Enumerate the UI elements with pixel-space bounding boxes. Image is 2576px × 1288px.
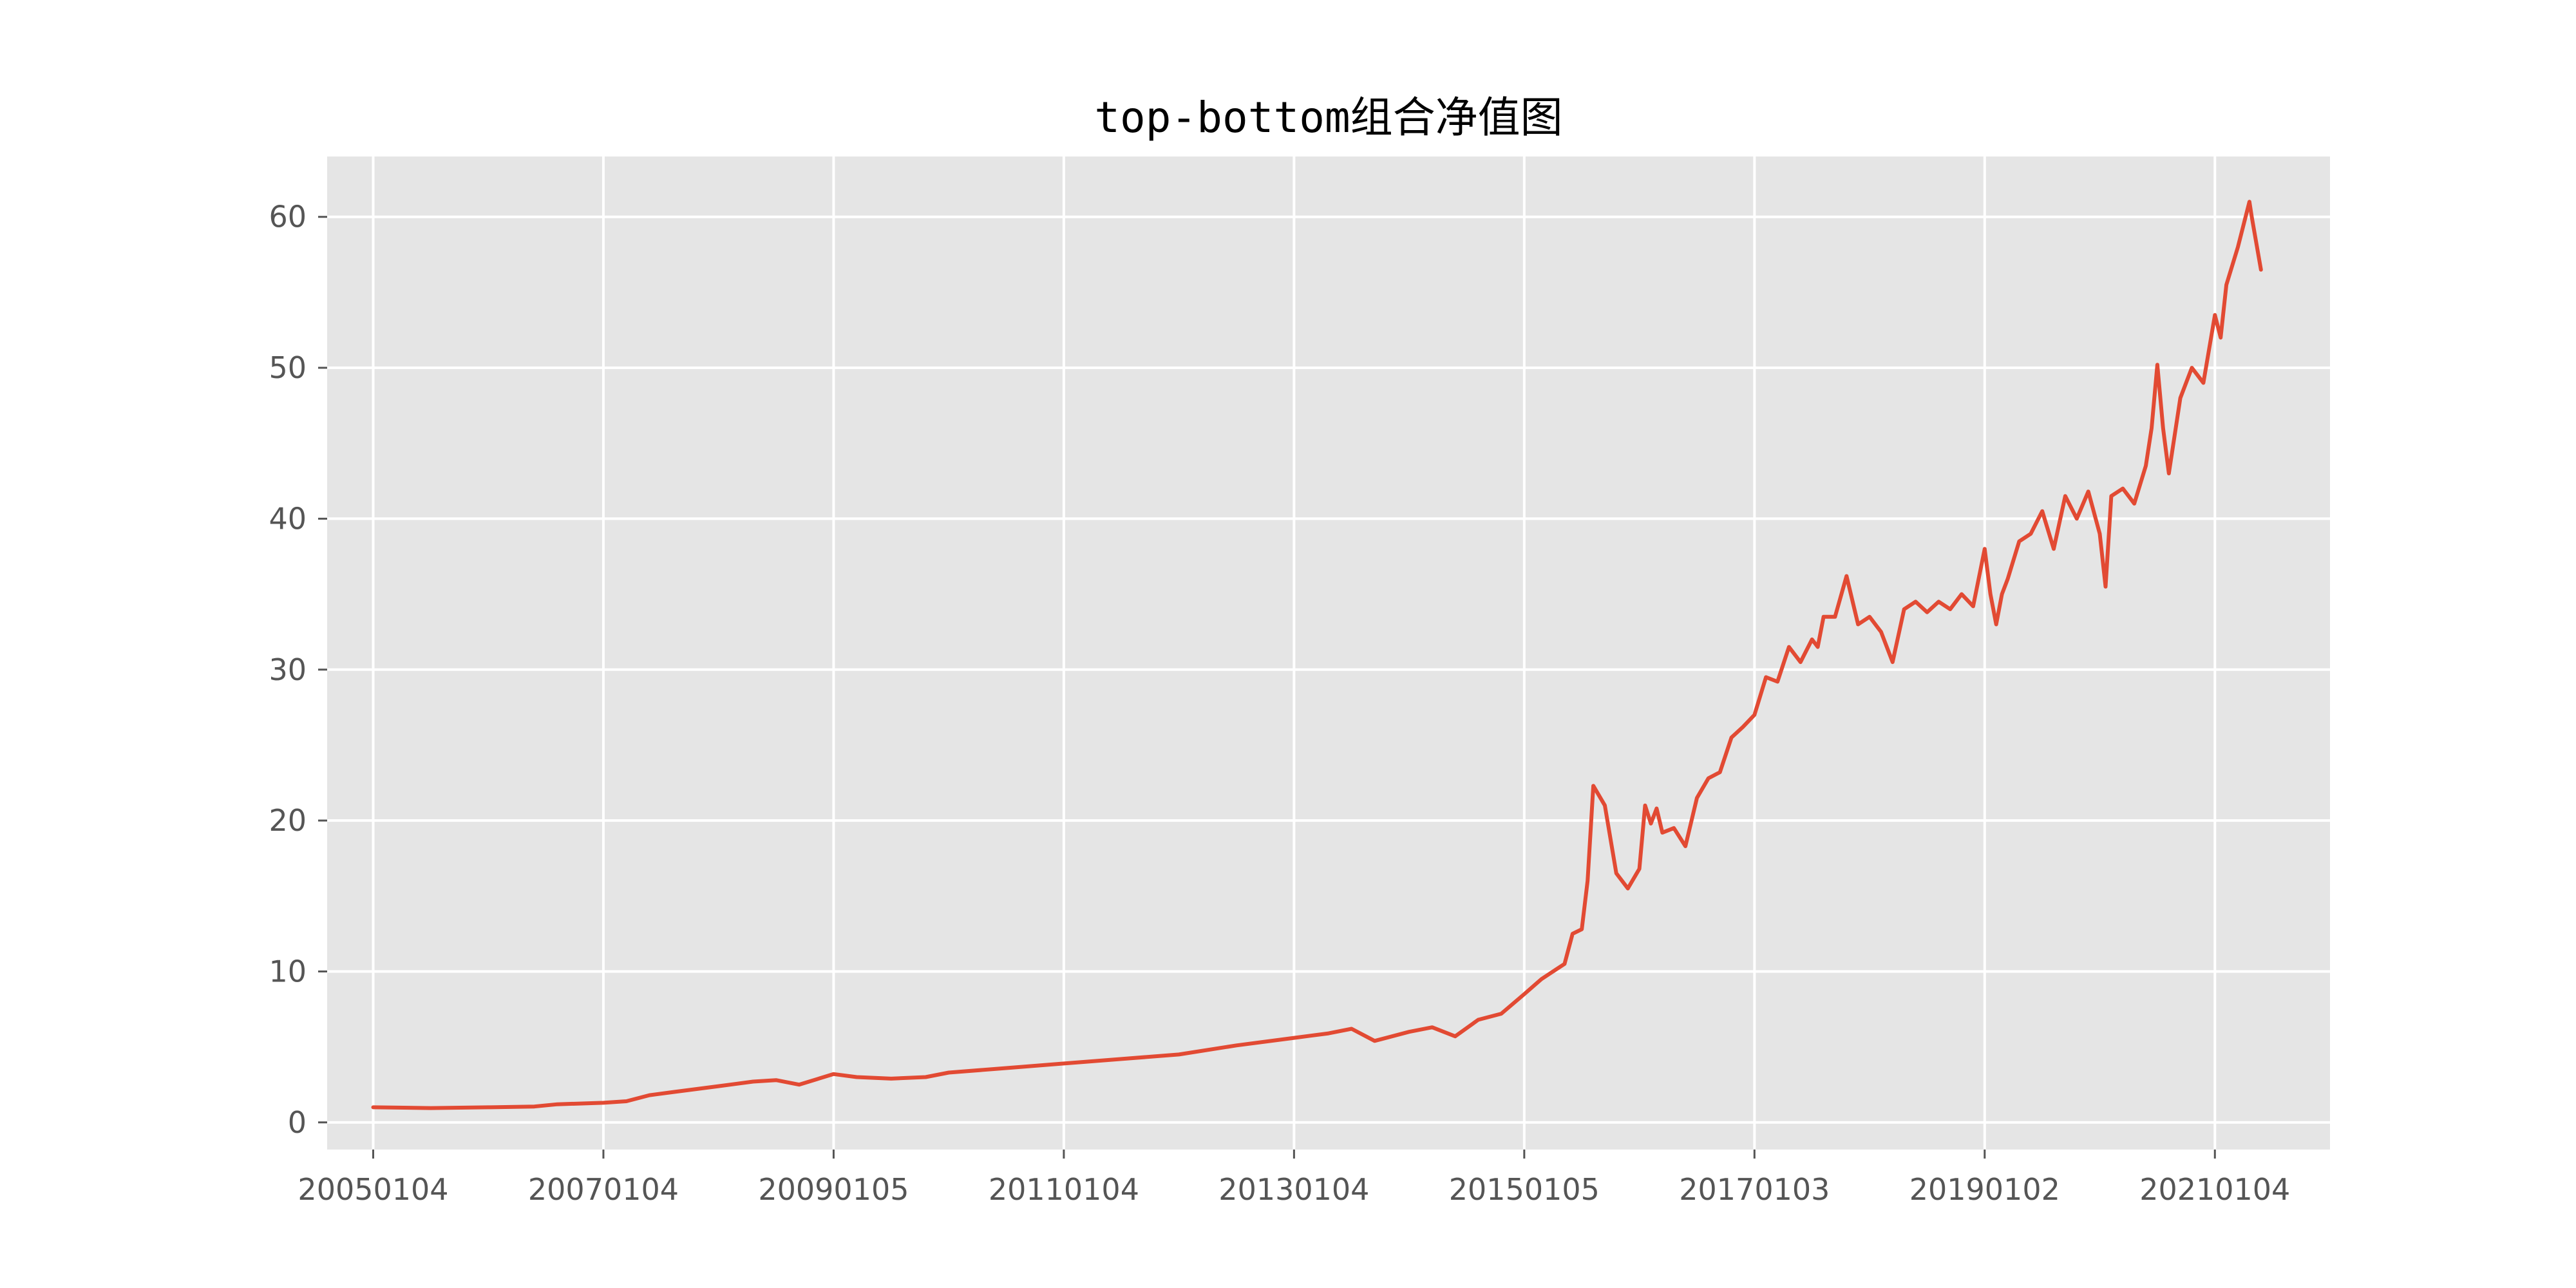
x-tick-label: 20170103 — [1679, 1172, 1830, 1207]
x-tick-label: 20090105 — [758, 1172, 909, 1207]
y-tick-label: 30 — [269, 652, 307, 687]
y-tick-label: 50 — [269, 350, 307, 385]
series-layer — [371, 200, 2263, 1110]
x-tick-label: 20150105 — [1449, 1172, 1600, 1207]
grid — [327, 156, 2330, 1150]
series-line-0 — [371, 200, 2263, 1110]
y-axis: 0 10 20 30 40 50 60 — [269, 200, 327, 1140]
y-tick-label: 20 — [269, 803, 307, 838]
y-tick-label: 40 — [269, 501, 307, 536]
chart-title: top-bottom组合净值图 — [1094, 93, 1562, 142]
x-tick-label: 20110104 — [989, 1172, 1139, 1207]
plot-background — [327, 156, 2330, 1150]
y-tick-label: 10 — [269, 954, 307, 989]
y-tick-label: 60 — [269, 200, 307, 234]
x-tick-label: 20050104 — [298, 1172, 448, 1207]
x-tick-label: 20190102 — [1909, 1172, 2060, 1207]
x-axis: 20050104 20070104 20090105 20110104 20130104… — [298, 1150, 2290, 1207]
y-tick-label: 0 — [288, 1105, 307, 1140]
x-tick-label: 20070104 — [528, 1172, 679, 1207]
x-tick-label: 20130104 — [1218, 1172, 1369, 1207]
x-tick-label: 20210104 — [2139, 1172, 2290, 1207]
